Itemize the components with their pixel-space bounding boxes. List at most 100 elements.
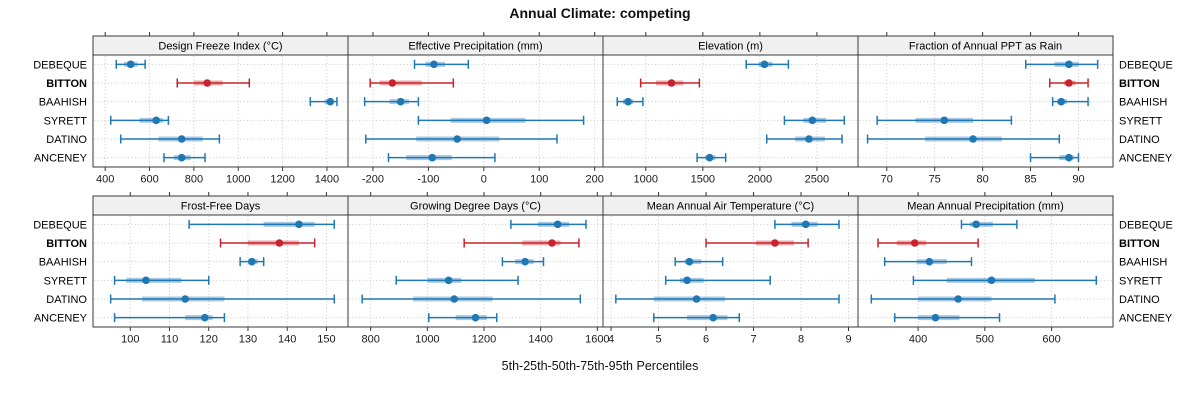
median-dot — [553, 220, 562, 229]
panel-background — [858, 215, 1113, 327]
station-label-right: DATINO — [1119, 294, 1160, 306]
median-dot — [428, 153, 437, 162]
panel-growing-degree-days-c: Growing Degree Days (°C) 800 1000 1200 1400 1… — [347, 192, 610, 346]
median-dot — [482, 116, 491, 125]
axis-tick-label: 110 — [161, 334, 179, 346]
axis-tick-label: 85 — [1024, 174, 1036, 186]
axis-tick-label: 150 — [317, 334, 335, 346]
station-label-right: DEBEQUE — [1119, 219, 1173, 231]
axis-tick-label: 130 — [239, 334, 257, 346]
series-syrett — [664, 275, 771, 285]
axis-tick-label: -200 — [362, 174, 384, 186]
axis-tick-label: 800 — [185, 174, 203, 186]
series-bitton — [369, 78, 455, 88]
axis-tick-label: 90 — [1072, 174, 1084, 186]
median-dot — [201, 313, 209, 322]
median-dot — [1065, 79, 1073, 87]
axis-tick-label: 2500 — [805, 174, 829, 186]
series-datino — [765, 134, 843, 144]
series-debeque — [413, 59, 470, 69]
axis-tick-label: 1000 — [634, 174, 658, 186]
axis-tick-label: 140 — [278, 334, 296, 346]
median-dot — [685, 257, 694, 266]
chart-title: Annual Climate: competing — [509, 5, 691, 21]
panel-elevation-m: Elevation (m) 1000 1500 2000 2500 — [602, 32, 859, 186]
series-syrett — [417, 115, 585, 125]
median-dot — [1065, 153, 1073, 162]
station-label-right: BITTON — [1119, 78, 1160, 90]
median-dot — [692, 295, 701, 303]
series-anceney — [696, 153, 727, 163]
axis-tick-label: 1200 — [472, 334, 496, 346]
median-dot — [295, 220, 303, 229]
median-dot — [181, 295, 189, 303]
station-label-right: ANCENEY — [1119, 153, 1173, 165]
median-dot — [450, 295, 459, 303]
median-dot — [275, 239, 284, 247]
station-label-left: BAAHISH — [39, 97, 87, 109]
panel-effective-precipitation-mm: Effective Precipitation (mm) -200 -100 0 100… — [347, 32, 604, 186]
median-dot — [987, 276, 996, 285]
series-bitton — [705, 238, 809, 248]
median-dot — [203, 79, 211, 87]
station-label-left: BITTON — [46, 78, 87, 90]
median-dot — [388, 79, 397, 87]
median-dot — [925, 257, 934, 266]
panel-background — [93, 55, 348, 167]
series-debeque — [745, 59, 790, 69]
panel-title: Mean Annual Precipitation (mm) — [907, 201, 1064, 213]
panel-background — [603, 215, 858, 327]
panel-strip — [857, 35, 1114, 56]
series-anceney — [113, 313, 226, 323]
panel-background — [93, 215, 348, 327]
median-dot — [248, 257, 256, 266]
series-baahish — [616, 97, 644, 107]
panel-background — [603, 55, 858, 167]
axis-tick-label: 75 — [929, 174, 941, 186]
axis-tick-label: 6 — [703, 334, 709, 346]
axis-tick-label: 200 — [586, 174, 604, 186]
axis-tick-label: 1400 — [528, 334, 552, 346]
station-label-right: DEBEQUE — [1119, 59, 1173, 71]
series-debeque — [774, 219, 840, 229]
median-dot — [808, 116, 817, 125]
series-datino — [870, 294, 1056, 304]
series-syrett — [113, 275, 210, 285]
series-syrett — [783, 115, 846, 125]
median-dot — [771, 239, 779, 247]
median-dot — [954, 295, 962, 303]
median-dot — [521, 257, 529, 266]
panel-title: Frost-Free Days — [181, 201, 261, 213]
series-syrett — [912, 275, 1098, 285]
axis-tick-label: 100 — [121, 334, 139, 346]
median-dot — [1057, 97, 1066, 106]
axis-tick-label: 1200 — [270, 174, 294, 186]
series-baahish — [501, 257, 545, 267]
median-dot — [548, 239, 556, 247]
series-bitton — [1048, 78, 1089, 88]
median-dot — [396, 97, 405, 106]
axis-tick-label: 1000 — [226, 174, 250, 186]
median-dot — [430, 60, 438, 69]
median-dot — [760, 60, 769, 69]
panel-title: Effective Precipitation (mm) — [408, 41, 542, 53]
series-anceney — [387, 153, 496, 163]
axis-tick-label: 0 — [481, 174, 487, 186]
axis-tick-label: 600 — [140, 174, 158, 186]
series-anceney — [653, 313, 741, 323]
panel-mean-annual-air-temperature-c: Mean Annual Air Temperature (°C) 4 5 6 7 8 9 — [602, 192, 859, 346]
series-baahish — [674, 257, 724, 267]
station-label-right: ANCENEY — [1119, 313, 1173, 325]
series-anceney — [428, 313, 498, 323]
series-bitton — [463, 238, 580, 248]
panel-background — [348, 55, 603, 167]
axis-tick-label: 2000 — [748, 174, 772, 186]
median-dot — [910, 239, 919, 247]
median-dot — [177, 153, 186, 162]
panel-frost-free-days: Frost-Free Days 100 110 120 130 140 150 — [92, 192, 349, 346]
series-datino — [615, 294, 840, 304]
axis-tick-label: 800 — [361, 334, 379, 346]
station-label-right: BITTON — [1119, 238, 1160, 250]
median-dot — [624, 97, 632, 106]
axis-tick-label: 5 — [655, 334, 661, 346]
